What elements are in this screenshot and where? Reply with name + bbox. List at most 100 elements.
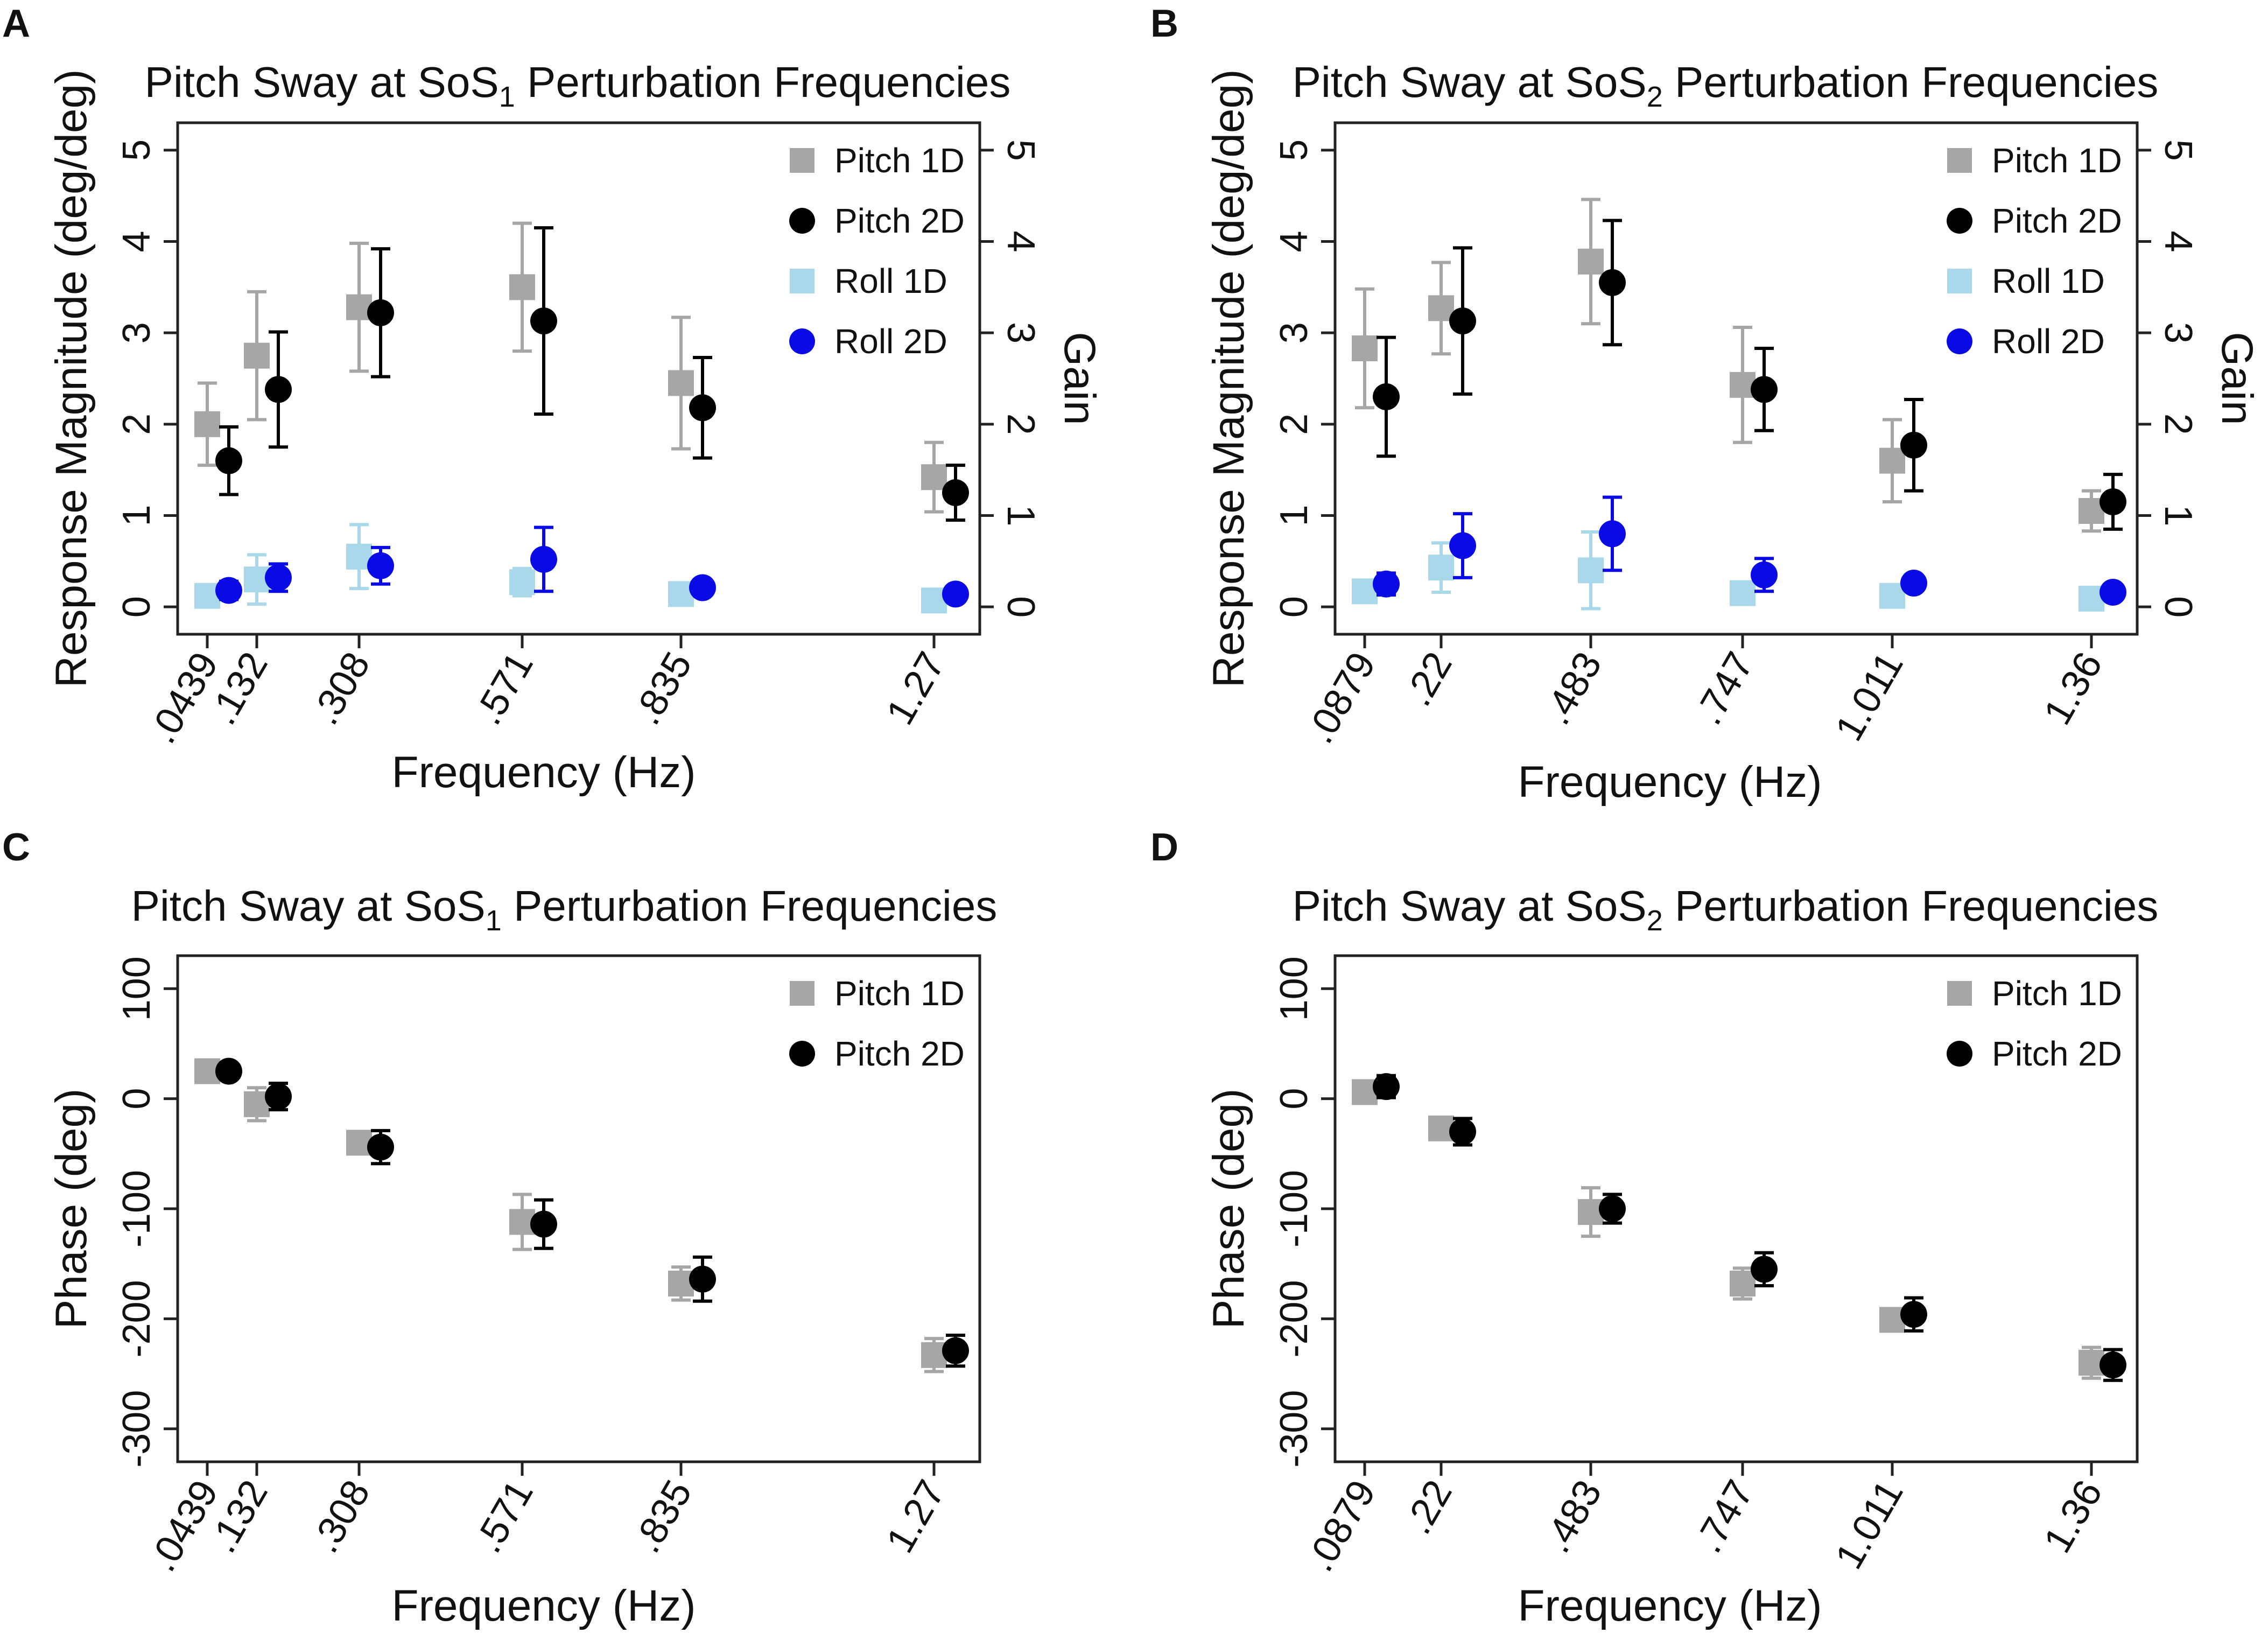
panel-a-y2label: Gain [1055,332,1104,425]
panel-d-xlabel: Frequency (Hz) [1518,1581,1822,1630]
panel-c-ylabel: Phase (deg) [47,1089,96,1329]
y-tick-label: 3 [115,322,158,344]
legend-label: Pitch 1D [1992,141,2122,180]
circle-marker [1373,383,1400,410]
circle-marker [215,577,242,604]
circle-marker [530,545,557,573]
panel-c-title-subscript: 1 [486,905,502,937]
panel-a-legend: Pitch 1D Pitch 2D Roll 1D Roll 2D [789,141,965,361]
panel-d-ylabel: Phase (deg) [1204,1089,1253,1329]
panel-b-legend: Pitch 1D Pitch 2D Roll 1D Roll 2D [1947,141,2122,361]
point-pitch-2d [265,330,292,449]
legend-label: Roll 1D [1992,262,2105,300]
y2-tick-label: 4 [999,231,1042,253]
panel-c-title: Pitch Sway at SoS1 Perturbation Frequenc… [131,882,998,937]
panel-c: C Pitch Sway at SoS1 Perturbation Freque… [2,826,997,1630]
point-roll-1d [346,523,372,591]
y-tick-label: -100 [115,1170,158,1247]
legend-circle-marker [789,1041,815,1067]
point-pitch-1d [1879,418,1905,504]
legend-label: Roll 1D [834,262,947,300]
y-tick-label: 5 [115,139,158,161]
x-tick-label: 1.011 [1827,645,1912,748]
circle-marker [1373,570,1400,598]
y-tick-label: -200 [1273,1280,1316,1357]
x-tick-label: .571 [467,645,542,732]
point-pitch-2d [367,247,394,379]
circle-marker [215,447,242,474]
point-pitch-2d [1449,246,1476,396]
legend-label: Pitch 1D [834,141,965,180]
legend-square-marker [1947,148,1972,173]
legend-circle-marker [1947,1041,1972,1067]
circle-marker [2100,578,2126,606]
panel-d-title-suffix: Perturbation Frequencies [1663,882,2159,930]
legend-label: Roll 2D [834,322,947,361]
y-tick-label: 1 [1273,504,1316,526]
y-tick-label: 5 [1273,139,1316,161]
point-roll-2d [1751,557,1778,593]
square-marker [921,1342,947,1368]
point-pitch-1d [509,221,535,353]
circle-marker [265,376,292,403]
point-pitch-2d [1900,1296,1927,1333]
legend-square-marker [790,269,814,293]
panel-b-y2ticks: 0 1 2 3 4 5 [2137,139,2200,618]
point-pitch-2d [942,464,969,522]
panel-d-yticks: 100 0 -100 -200 -300 [1273,956,1335,1468]
panel-a-yticks: 0 1 2 3 4 5 [115,139,178,618]
point-pitch-2d [689,1255,716,1303]
y-tick-label: 0 [1273,1088,1316,1110]
legend-square-marker [790,981,814,1006]
square-marker [346,1130,372,1156]
y2-tick-label: 3 [2157,322,2200,344]
point-pitch-1d [244,290,270,422]
panel-b-title: Pitch Sway at SoS2 Perturbation Frequenc… [1293,58,2159,113]
point-pitch-2d [367,1129,394,1166]
circle-marker [1449,1118,1476,1145]
square-marker [668,370,694,396]
y-tick-label: 1 [115,504,158,526]
y-tick-label: 100 [1273,956,1316,1021]
x-tick-label: .308 [304,1473,378,1560]
panel-a-marks [194,221,969,614]
point-pitch-2d [215,425,242,496]
legend-label: Pitch 1D [1992,974,2122,1013]
point-pitch-1d [668,1265,694,1302]
y-tick-label: 4 [115,231,158,253]
point-roll-2d [530,525,557,593]
x-tick-label: 1.36 [2036,645,2111,732]
circle-marker [367,552,394,579]
square-marker [509,274,535,300]
panel-b-title-text: Pitch Sway at SoS [1293,58,1647,106]
point-roll-2d [215,577,242,604]
circle-marker [1900,431,1927,459]
panel-c-yticks: 100 0 -100 -200 -300 [115,956,178,1468]
square-marker [244,342,270,369]
panel-a-xticks: .0439.132.308.571.835 1.27 [141,634,953,751]
panel-b-plot-frame [1333,121,2139,636]
point-pitch-2d [2100,1348,2126,1382]
square-marker [1578,248,1604,275]
panel-letter-b: B [1150,2,1178,45]
x-tick-label: .483 [1535,1473,1610,1560]
legend-label: Pitch 2D [834,201,965,240]
legend-label: Pitch 2D [1992,201,2122,240]
panel-b-title-subscript: 2 [1647,81,1663,113]
y-tick-label: 2 [1273,413,1316,435]
x-tick-label: .0879 [1298,1473,1384,1579]
y2-tick-label: 2 [2157,413,2200,435]
square-marker [1578,557,1604,584]
point-roll-1d [1428,541,1454,594]
point-roll-1d [1578,530,1604,611]
legend-circle-marker [789,208,815,234]
y2-tick-label: 2 [999,413,1042,435]
point-pitch-2d [1900,398,1927,493]
legend-circle-marker [789,328,815,354]
x-tick-label: .835 [626,645,700,732]
y-tick-label: 0 [115,596,158,618]
circle-marker [367,299,394,326]
square-marker [668,1270,694,1296]
y2-tick-label: 0 [999,596,1042,618]
square-marker [1428,555,1454,581]
